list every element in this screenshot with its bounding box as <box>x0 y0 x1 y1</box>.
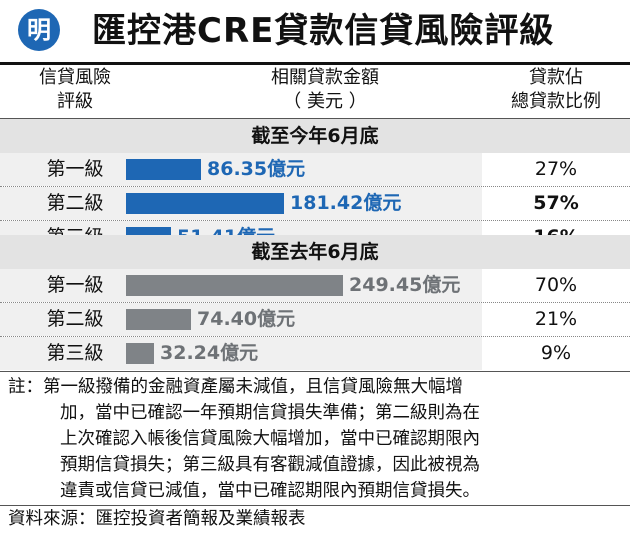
note-line: 註：第一級撥備的金融資產屬未減值，且信貸風險無大幅增 <box>8 377 463 397</box>
level-label: 第三級 <box>46 342 104 364</box>
header: 明 匯控港CRE貸款信貸風險評級 <box>0 0 630 62</box>
col-header-amount-line1: 相關貸款金額 <box>271 67 379 88</box>
row-previous-1: 第一級 249.45億元 70% <box>0 269 630 302</box>
source-note: 資料來源：匯控投資者簡報及業績報表 <box>8 509 306 529</box>
section-band-current: 截至今年6月底 <box>0 119 630 153</box>
col-header-amount-line2: （ 美元 ） <box>283 91 367 112</box>
bar-label-previous-3: 32.24億元 <box>160 342 259 364</box>
note-line: 違責或信貸已減值，當中已確認期限內預期信貸損失。 <box>60 481 480 501</box>
level-label: 第二級 <box>46 308 104 330</box>
bar-label-current-1: 86.35億元 <box>207 158 306 180</box>
note-line: 預期信貸損失；第三級具有客觀減值證據，因此被視為 <box>60 455 480 475</box>
section-band-previous: 截至去年6月底 <box>0 235 630 269</box>
col-header-share-line2: 總貸款比例 <box>511 91 601 112</box>
bar-label-previous-2: 74.40億元 <box>197 308 296 330</box>
bar-previous-3 <box>126 343 154 364</box>
level-label: 第二級 <box>46 192 104 214</box>
col-header-risk: 信貸風險 評級 <box>0 66 150 114</box>
share-previous-2: 21% <box>482 303 630 336</box>
row-divider <box>0 302 630 303</box>
row-previous-3: 第三級 32.24億元 9% <box>0 337 630 370</box>
row-previous-2: 第二級 74.40億元 21% <box>0 303 630 336</box>
share-current-2: 57% <box>482 187 630 220</box>
note-line: 上次確認入帳後信貸風險大幅增加，當中已確認期限內 <box>60 429 480 449</box>
col-header-share: 貸款佔 總貸款比例 <box>482 66 630 114</box>
section-title-previous: 截至去年6月底 <box>251 241 379 263</box>
bar-previous-1 <box>126 275 343 296</box>
bar-label-current-2: 181.42億元 <box>290 192 402 214</box>
col-header-risk-line2: 評級 <box>57 91 93 112</box>
share-previous-1: 70% <box>482 269 630 302</box>
bar-label-previous-1: 249.45億元 <box>349 274 461 296</box>
row-current-2: 第二級 181.42億元 57% <box>0 187 630 220</box>
source-rule <box>0 505 630 506</box>
note-line: 加，當中已確認一年預期信貸損失準備；第二級則為在 <box>60 403 480 423</box>
header-rule <box>0 118 630 119</box>
chart-bottom-rule <box>0 371 630 372</box>
bar-previous-2 <box>126 309 191 330</box>
row-divider <box>0 220 630 221</box>
top-rule <box>0 62 630 65</box>
notes: 註：第一級撥備的金融資產屬未減值，且信貸風險無大幅增 加，當中已確認一年預期信貸… <box>8 374 622 504</box>
col-header-share-line1: 貸款佔 <box>529 67 583 88</box>
row-divider <box>0 336 630 337</box>
level-label: 第一級 <box>46 274 104 296</box>
col-header-risk-line1: 信貸風險 <box>39 67 111 88</box>
section-title-current: 截至今年6月底 <box>251 125 379 147</box>
chart-title: 匯控港CRE貸款信貸風險評級 <box>92 11 555 51</box>
share-previous-3: 9% <box>482 337 630 370</box>
bar-current-1 <box>126 159 201 180</box>
level-label: 第一級 <box>46 158 104 180</box>
newspaper-logo: 明 <box>18 9 60 51</box>
col-header-amount: 相關貸款金額 （ 美元 ） <box>180 66 470 114</box>
row-divider <box>0 186 630 187</box>
row-current-1: 第一級 86.35億元 27% <box>0 153 630 186</box>
share-current-1: 27% <box>482 153 630 186</box>
bar-current-2 <box>126 193 284 214</box>
